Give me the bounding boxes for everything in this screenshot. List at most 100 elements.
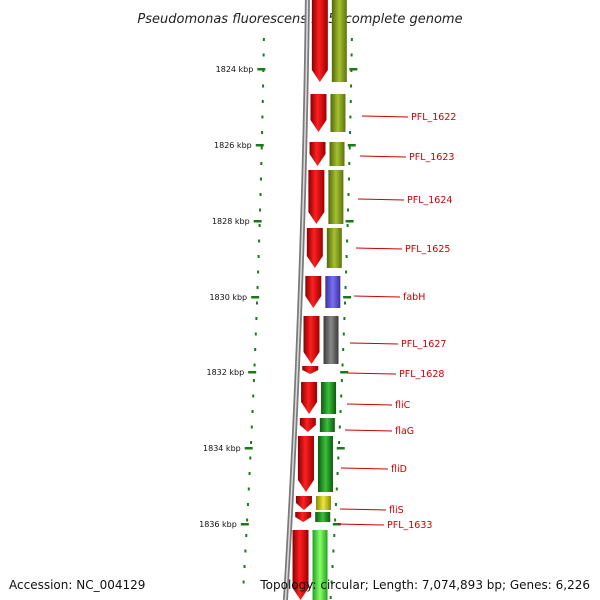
scale-tick <box>336 447 345 450</box>
gene-arrow <box>311 0 328 82</box>
guide-dot <box>248 472 251 475</box>
label-leader <box>337 523 385 526</box>
gene-arrow <box>309 142 326 166</box>
cog-bar <box>321 382 337 414</box>
cog-bar <box>319 418 335 432</box>
guide-dot <box>261 115 264 119</box>
guide-dot <box>260 146 263 150</box>
cog-bar <box>325 276 341 308</box>
guide-dot <box>262 38 265 41</box>
guide-dot <box>246 518 249 522</box>
cog-bar <box>312 530 328 600</box>
scale-tick <box>343 296 352 299</box>
scale-tick <box>255 144 264 147</box>
guide-dot <box>349 115 352 119</box>
guide-dot <box>242 580 245 584</box>
guide-dot <box>349 100 352 103</box>
guide-dot <box>337 456 340 460</box>
scale-tick <box>349 68 358 71</box>
backbone-line <box>282 0 310 600</box>
guide-dot <box>336 472 339 475</box>
scale-label: 1836 kbp <box>199 520 237 529</box>
label-leader <box>346 372 397 375</box>
cog-track <box>312 0 347 600</box>
guide-dot <box>245 534 248 537</box>
guide-dot <box>342 332 345 336</box>
guide-dot <box>347 177 350 181</box>
cog-bar <box>331 0 347 82</box>
guide-dot <box>348 162 351 165</box>
gene-label: PFL_1625 <box>405 244 450 255</box>
cog-bar <box>328 170 344 224</box>
guide-dot <box>333 534 336 537</box>
gene-arrow <box>308 170 325 224</box>
scale-tick <box>251 296 260 299</box>
guide-dot <box>257 270 260 274</box>
guide-dot <box>331 565 334 568</box>
guide-dot <box>261 131 264 134</box>
guide-dot <box>260 162 263 165</box>
scale-tick <box>240 523 249 526</box>
guide-dot <box>259 193 262 196</box>
guide-dot <box>262 53 265 57</box>
guide-dot <box>349 131 352 134</box>
guide-dot <box>343 301 346 305</box>
accession-text: Accession: NC_004129 <box>9 578 146 592</box>
guide-dot <box>249 456 252 460</box>
guide-dot <box>250 425 253 429</box>
label-leader <box>357 198 405 201</box>
gene-label: fliC <box>395 400 411 411</box>
guide-dot <box>347 193 350 196</box>
guide-dot <box>343 317 346 320</box>
guide-dot <box>243 565 246 568</box>
scale-tick <box>248 371 257 374</box>
guide-dot <box>342 348 345 351</box>
gene-arrow <box>292 530 309 600</box>
guide-dot <box>257 255 260 258</box>
guide-dot <box>330 580 333 584</box>
kbp-scale: 1824 kbp 1826 kbp 1828 kbp 1830 kbp 1832 kbp… <box>199 65 358 529</box>
guide-dot <box>252 379 255 382</box>
gene-label: PFL_1624 <box>407 195 452 206</box>
guide-dot <box>261 100 264 103</box>
scale-tick <box>257 68 266 71</box>
gene-label: PFL_1623 <box>409 152 454 163</box>
label-leader <box>359 155 407 158</box>
guide-dot <box>340 394 343 398</box>
label-leader <box>353 295 401 298</box>
gene-label: PFL_1628 <box>399 369 444 380</box>
gene-track <box>292 0 328 600</box>
scale-tick <box>345 220 354 223</box>
cog-bar <box>329 142 345 166</box>
guide-dot <box>255 301 258 305</box>
cog-bar <box>326 228 342 268</box>
gene-label: PFL_1627 <box>401 339 446 350</box>
guide-dot <box>251 410 254 413</box>
gene-arrow <box>310 94 327 132</box>
scale-tick <box>347 144 356 147</box>
scale-tick <box>332 523 341 526</box>
guide-dot <box>259 208 262 212</box>
label-leader <box>340 467 389 470</box>
plot-dotted-guide <box>242 38 353 599</box>
backbone-highlight <box>284 0 309 600</box>
cog-bar <box>317 436 333 492</box>
gene-arrow <box>295 512 312 522</box>
gene-arrow <box>305 276 322 308</box>
topology-text: Topology: circular; Length: 7,074,893 bp… <box>260 578 590 592</box>
guide-dot <box>338 441 341 444</box>
guide-dot <box>346 224 349 227</box>
guide-dot <box>347 208 350 212</box>
gene-arrow <box>303 316 320 364</box>
label-leader <box>346 403 393 406</box>
gene-arrow <box>306 228 323 268</box>
guide-dot <box>339 410 342 413</box>
gene-label: fliD <box>391 464 407 475</box>
scale-label: 1828 kbp <box>212 217 250 226</box>
gene-label: fabH <box>403 292 425 303</box>
guide-dot <box>332 549 335 553</box>
cog-bar <box>330 94 346 132</box>
scale-label: 1832 kbp <box>206 368 244 377</box>
gene-arrow <box>302 366 319 374</box>
